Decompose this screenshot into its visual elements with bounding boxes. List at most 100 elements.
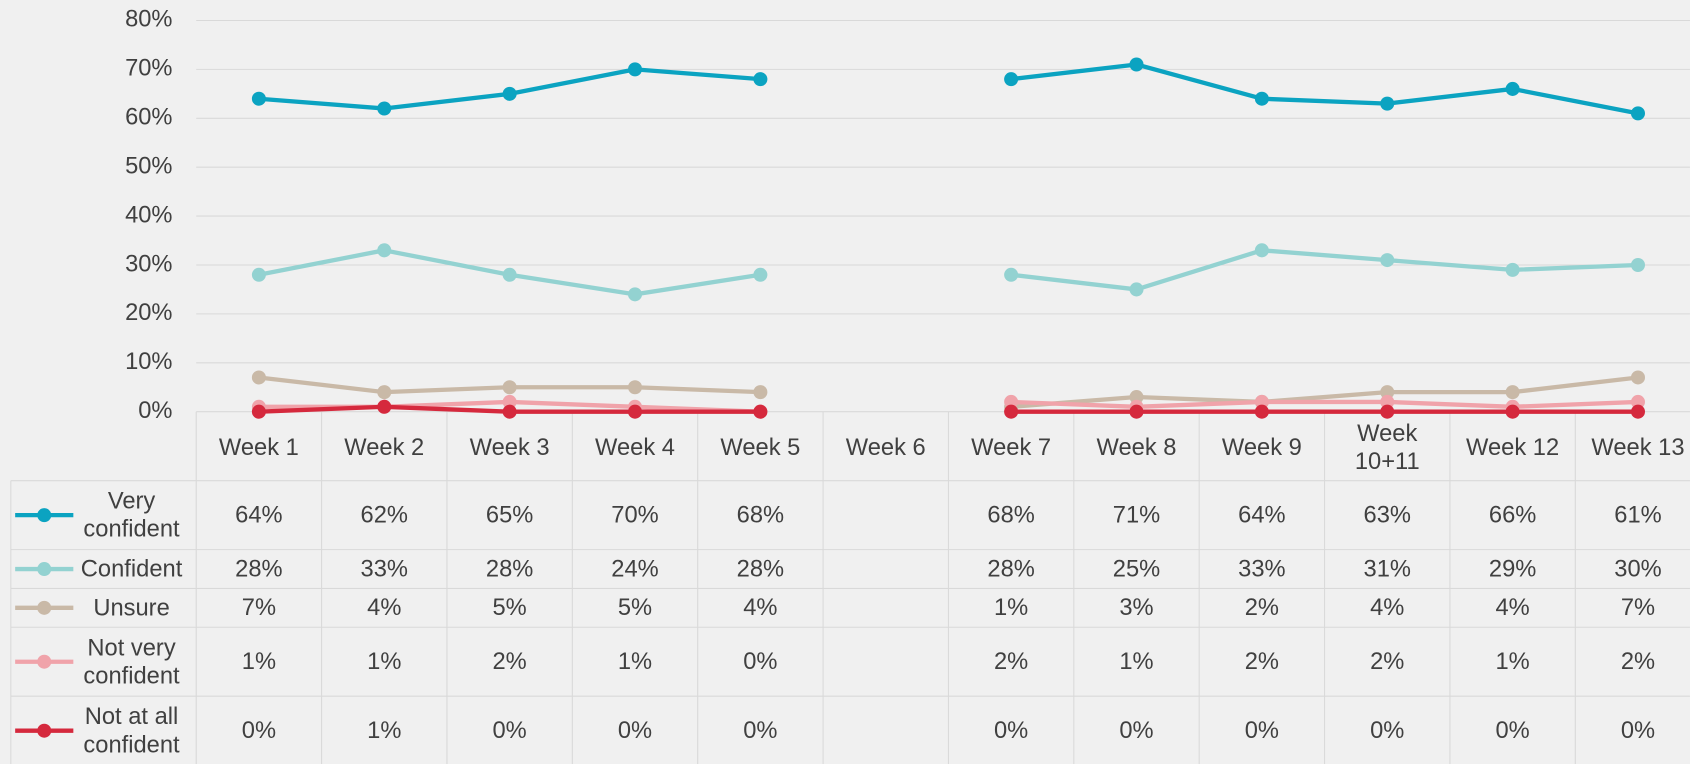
legend-label-box: Confident: [80, 555, 183, 582]
data-point: [1630, 404, 1645, 419]
y-tick-label: 40%: [125, 202, 172, 228]
x-tick-label: Week 4: [595, 433, 675, 461]
x-tick-label: Week 3: [469, 433, 550, 461]
legend-label: Confident: [80, 555, 183, 582]
table-value: 4%: [1370, 595, 1404, 621]
y-tick-label: 20%: [125, 300, 172, 326]
table-value: 28%: [486, 556, 533, 582]
table-value: 2%: [493, 649, 527, 675]
table-value: 2%: [1245, 595, 1279, 621]
data-point: [502, 394, 517, 409]
y-tick-label: 50%: [125, 153, 172, 179]
data-point: [251, 404, 266, 419]
data-point: [377, 101, 392, 116]
legend-label-box: Very confident: [83, 487, 179, 542]
x-tick-label: Week 1: [218, 433, 299, 461]
data-point: [1380, 404, 1395, 419]
data-point: [1004, 267, 1019, 282]
table-value: 1%: [994, 595, 1028, 621]
data-point: [1380, 394, 1395, 409]
x-tick-label-box: Week 3: [469, 433, 550, 461]
x-tick-label: Week 2: [344, 433, 425, 461]
legend-label-box: Not very confident: [83, 634, 179, 689]
data-point: [753, 72, 768, 87]
table-value: 0%: [242, 718, 276, 744]
table-value: 65%: [486, 502, 533, 528]
x-tick-label: Week 10+11: [1354, 419, 1420, 475]
data-point: [1004, 394, 1019, 409]
table-value: 1%: [1495, 649, 1529, 675]
legend-marker: [37, 654, 52, 669]
table-value: 0%: [1621, 718, 1655, 744]
table-value: 66%: [1489, 502, 1536, 528]
x-tick-label-box: Week 10+11: [1354, 419, 1420, 475]
legend-label: Not at all confident: [83, 702, 180, 758]
x-tick-label-box: Week 2: [344, 433, 425, 461]
table-value: 70%: [611, 502, 658, 528]
data-point: [1630, 370, 1645, 385]
table-value: 33%: [361, 556, 408, 582]
table-value: 3%: [1119, 595, 1153, 621]
table-value: 4%: [743, 595, 777, 621]
data-point: [1129, 390, 1144, 405]
table-value: 1%: [242, 649, 276, 675]
x-tick-label: Week 6: [845, 433, 926, 461]
legend-label: Unsure: [93, 593, 170, 621]
data-point: [502, 86, 517, 101]
table-value: 2%: [1245, 649, 1279, 675]
data-point: [628, 62, 643, 77]
table-value: 2%: [1370, 649, 1404, 675]
x-tick-label: Week 13: [1591, 433, 1685, 461]
data-point: [377, 385, 392, 400]
table-value: 0%: [1119, 718, 1153, 744]
legend-marker: [37, 508, 52, 523]
legend-label-box: Unsure: [93, 593, 170, 621]
table-value: 31%: [1364, 556, 1411, 582]
y-tick-label: 10%: [125, 349, 172, 375]
table-value: 68%: [987, 502, 1034, 528]
data-point: [1505, 262, 1520, 277]
data-point: [1254, 404, 1269, 419]
data-point: [251, 91, 266, 106]
table-value: 4%: [1495, 595, 1529, 621]
data-point: [377, 243, 392, 258]
data-point: [502, 380, 517, 395]
data-point: [753, 385, 768, 400]
x-tick-label-box: Week 13: [1591, 433, 1685, 461]
data-point: [1254, 91, 1269, 106]
table-value: 5%: [618, 595, 652, 621]
table-value: 33%: [1238, 556, 1285, 582]
x-tick-label-box: Week 6: [845, 433, 926, 461]
table-value: 64%: [1238, 502, 1285, 528]
table-value: 7%: [242, 595, 276, 621]
y-tick-label: 60%: [125, 105, 172, 131]
x-tick-label-box: Week 8: [1097, 433, 1177, 460]
y-tick-label: 80%: [125, 7, 172, 33]
data-point: [1380, 253, 1395, 268]
data-point: [1254, 394, 1269, 409]
data-point: [1380, 385, 1395, 400]
data-point: [377, 399, 392, 414]
table-value: 0%: [743, 718, 777, 744]
series-line: [258, 248, 1639, 297]
x-tick-label-box: Week 5: [720, 433, 801, 461]
data-point: [753, 404, 768, 419]
x-tick-label: Week 12: [1466, 433, 1560, 461]
data-point: [1004, 72, 1019, 87]
table-value: 28%: [737, 556, 784, 582]
x-tick-label: Week 5: [720, 433, 801, 461]
series-line: [258, 62, 1639, 116]
data-point: [1630, 257, 1645, 272]
table-value: 4%: [367, 595, 401, 621]
data-point: [502, 404, 517, 419]
data-point: [1380, 96, 1395, 111]
legend-marker: [37, 562, 52, 577]
table-value: 1%: [367, 649, 401, 675]
table-value: 2%: [1621, 649, 1655, 675]
data-point: [1630, 394, 1645, 409]
x-tick-label-box: Week 4: [595, 433, 675, 461]
data-point: [1004, 404, 1019, 419]
data-point: [628, 287, 643, 302]
